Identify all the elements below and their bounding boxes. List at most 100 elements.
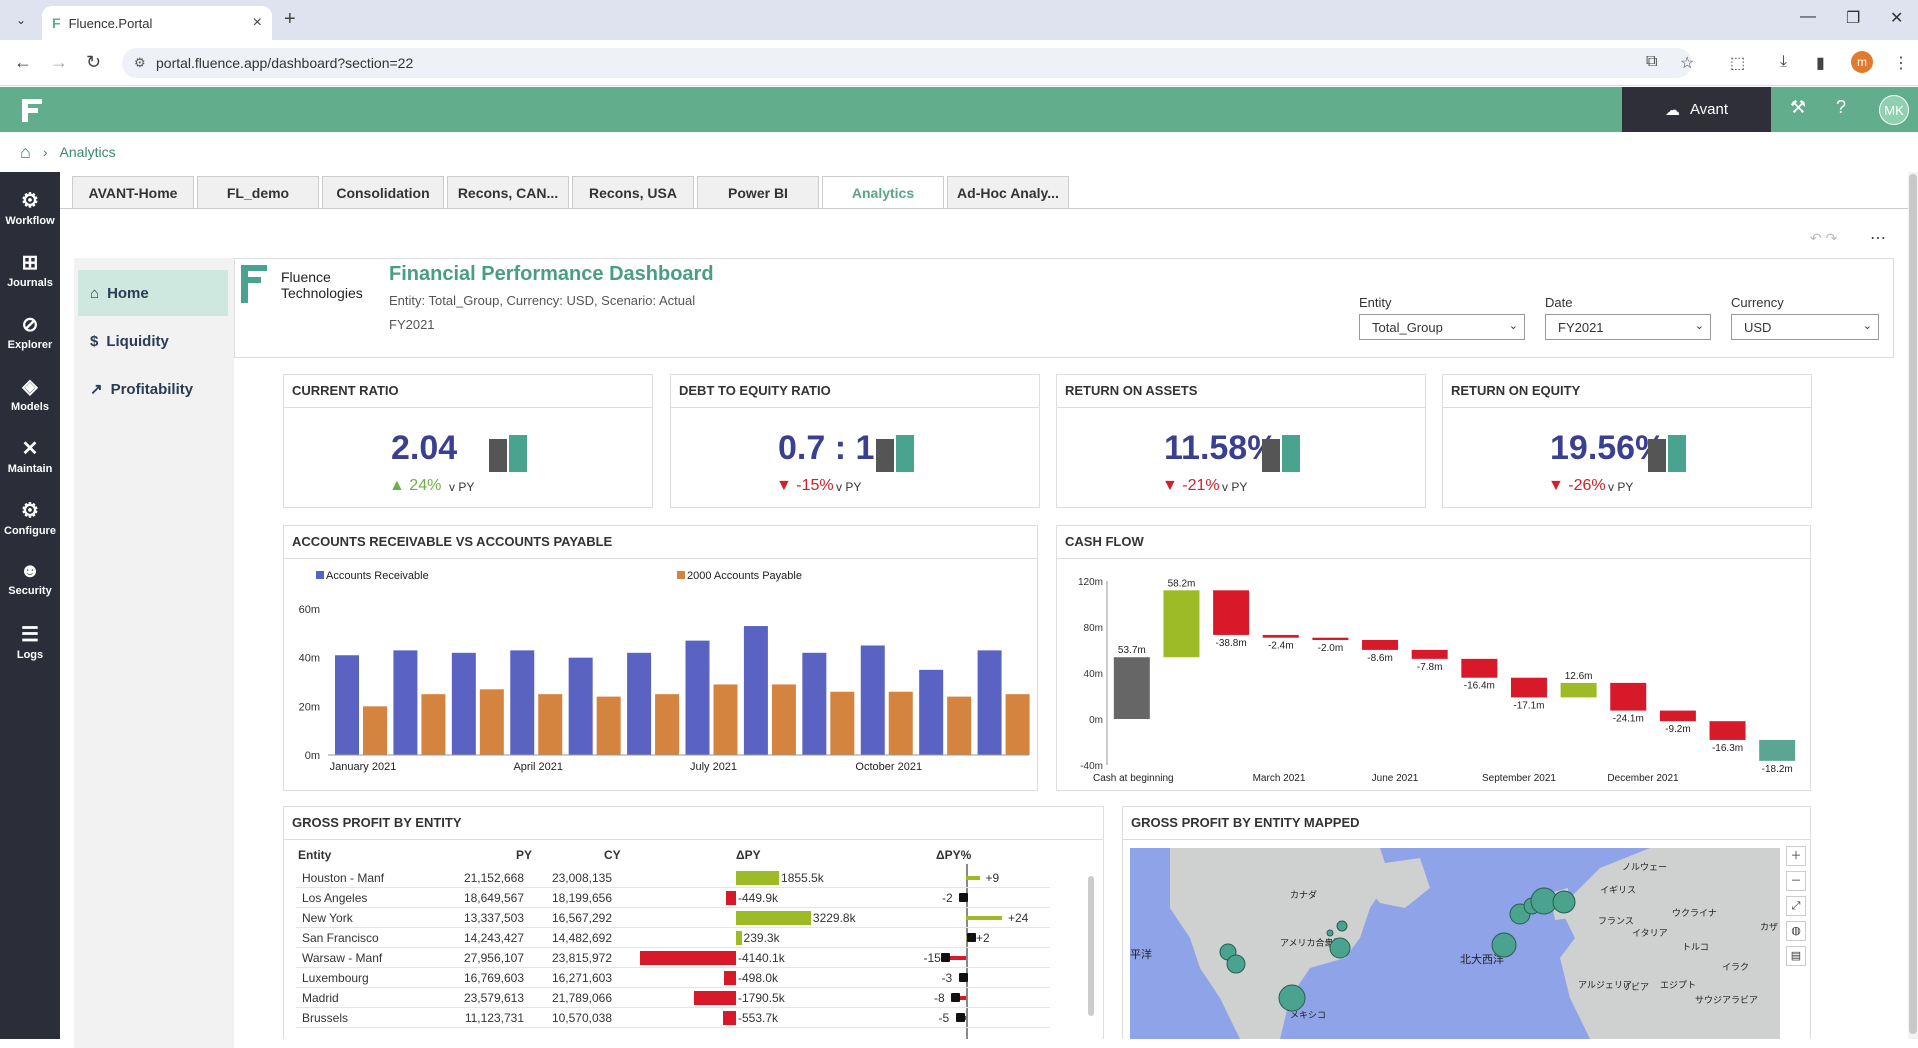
rail-item-workflow[interactable]: ⚙ Workflow (0, 188, 60, 227)
undo-redo-icon[interactable]: ↶ ↷ (1810, 230, 1838, 246)
page-tab[interactable]: Analytics (822, 176, 944, 208)
column-header[interactable]: PY (516, 848, 533, 862)
column-header[interactable]: ΔPY% (936, 848, 972, 862)
page-tab[interactable]: AVANT-Home (72, 176, 194, 208)
py-value: 18,649,567 (463, 891, 524, 905)
side-panel-icon[interactable]: ▮ (1816, 55, 1825, 72)
install-app-icon[interactable]: ⧉ (1646, 53, 1658, 70)
column-header[interactable]: Entity (298, 848, 332, 862)
rail-item-logs[interactable]: ☰ Logs (0, 622, 60, 661)
page-tab[interactable]: Recons, CAN... (447, 176, 569, 208)
address-bar[interactable]: ⚙ portal.fluence.app/dashboard?section=2… (122, 48, 1692, 78)
table-row[interactable]: Madrid 23,579,613 21,789,066 -1790.5k -8 (296, 988, 1050, 1008)
vertical-scrollbar[interactable] (1908, 172, 1918, 1039)
globe-icon[interactable]: ◍ (1786, 921, 1806, 941)
rail-item-maintain[interactable]: ✕ Maintain (0, 436, 60, 475)
waterfall-bar (1163, 590, 1200, 658)
dollar-icon: $ (90, 332, 99, 350)
delta-bar (640, 951, 736, 965)
data-label: -7.8m (1417, 662, 1443, 673)
back-icon[interactable]: ← (14, 52, 32, 72)
breadcrumb-current[interactable]: Analytics (59, 144, 116, 160)
ar-bar (860, 645, 885, 755)
help-icon[interactable]: ? (1836, 97, 1847, 117)
forward-icon[interactable]: → (50, 52, 68, 72)
home-icon[interactable]: ⌂ (20, 141, 31, 162)
close-tab-icon[interactable]: × (252, 14, 262, 31)
y-tick-label: 80m (1084, 623, 1103, 634)
profile-avatar[interactable]: m (1851, 51, 1873, 73)
tab-search-button[interactable]: ⌄ (15, 13, 27, 27)
table-row[interactable]: Luxembourg 16,769,603 16,271,603 -498.0k -3 (296, 968, 1050, 988)
entity-map[interactable]: カナダ アメリカ合衆国 メキシコ 北大西洋 平洋 ノルウェー イギリス ウクライ… (1130, 848, 1780, 1039)
site-info-icon[interactable]: ⚙ (134, 55, 146, 70)
page-tab[interactable]: Power BI (697, 176, 819, 208)
table-row[interactable]: Warsaw - Manf 27,956,107 23,815,972 -4140.1… (296, 948, 1050, 968)
page-tab[interactable]: Recons, USA (572, 176, 694, 208)
bookmark-star-icon[interactable]: ☆ (1680, 55, 1695, 72)
tenant-button[interactable]: ☁ Avant (1622, 87, 1771, 132)
dash-nav-liquidity[interactable]: $ Liquidity (78, 318, 228, 364)
kpi-vs-label: v PY (836, 480, 862, 494)
date-select[interactable]: FY2021 ⌄ (1545, 314, 1711, 340)
page-tab[interactable]: FL_demo (197, 176, 319, 208)
page-tab[interactable]: Ad-Hoc Analy... (947, 176, 1069, 208)
wrench-icon[interactable]: ⚒ (1790, 97, 1807, 117)
scrollbar-thumb[interactable] (1909, 174, 1917, 1034)
map-bubble[interactable] (1226, 954, 1246, 974)
page-tab[interactable]: Consolidation (322, 176, 444, 208)
rail-item-explorer[interactable]: ⊘ Explorer (0, 312, 60, 351)
kpi-title: RETURN ON ASSETS (1057, 375, 1425, 408)
column-header[interactable]: ΔPY (736, 848, 761, 862)
delta-pct-marker (977, 873, 986, 882)
dash-nav-profitability[interactable]: ↗ Profitability (78, 366, 228, 412)
more-options-icon[interactable]: ⋯ (1870, 230, 1886, 247)
waterfall-bar (1610, 682, 1647, 711)
dash-nav-home[interactable]: ⌂ Home (78, 270, 228, 316)
map-bubble[interactable] (1329, 937, 1351, 959)
rail-item-security[interactable]: ☻ Security (0, 560, 60, 597)
explorer-icon: ⊘ (21, 314, 39, 336)
user-avatar[interactable]: MK (1879, 95, 1909, 125)
delta-bar (723, 1011, 736, 1025)
kpi-title: CURRENT RATIO (284, 375, 652, 408)
table-scrollbar[interactable] (1088, 876, 1094, 1016)
table-row[interactable]: Houston - Manf 21,152,668 23,008,135 1855.5… (296, 868, 1050, 888)
zoom-extent-icon[interactable]: ⤢ (1786, 896, 1806, 916)
rail-item-models[interactable]: ◈ Models (0, 374, 60, 413)
py-bar (1262, 439, 1280, 472)
table-row[interactable]: Brussels 11,123,731 10,570,038 -553.7k -5 (296, 1008, 1050, 1028)
rail-item-configure[interactable]: ⚙ Configure (0, 498, 60, 537)
currency-select[interactable]: USD ⌄ (1731, 314, 1879, 340)
map-bubble[interactable] (1336, 920, 1348, 932)
close-window-icon[interactable]: ✕ (1890, 10, 1904, 27)
minimize-icon[interactable]: — (1800, 8, 1816, 25)
table-row[interactable]: New York 13,337,503 16,567,292 3229.8k +24 (296, 908, 1050, 928)
x-tick-label: July 2021 (690, 761, 737, 773)
map-bubble[interactable] (1278, 984, 1306, 1012)
table-row[interactable]: San Francisco 14,243,427 14,482,692 239.3k +… (296, 928, 1050, 948)
column-header[interactable]: CY (604, 848, 621, 862)
panel-title: GROSS PROFIT BY ENTITY (284, 807, 1103, 840)
cy-value: 23,008,135 (551, 871, 612, 885)
fluence-logo-icon[interactable] (18, 95, 46, 125)
legend-label: Accounts Receivable (326, 570, 429, 582)
browser-tab[interactable]: F Fluence.Portal × (42, 6, 272, 40)
reload-icon[interactable]: ↻ (86, 52, 102, 72)
restore-icon[interactable]: ❐ (1846, 10, 1861, 27)
map-bubble[interactable] (1326, 929, 1334, 937)
entity-select[interactable]: Total_Group ⌄ (1359, 314, 1525, 340)
zoom-in-icon[interactable]: ＋ (1786, 846, 1806, 866)
table-row[interactable]: Los Angeles 18,649,567 18,199,656 -449.9k -2 (296, 888, 1050, 908)
zoom-out-icon[interactable]: － (1786, 871, 1806, 891)
new-tab-button[interactable]: + (284, 8, 296, 30)
download-icon[interactable]: ⤓ (1780, 53, 1788, 70)
map-bubble[interactable] (1491, 932, 1517, 958)
rail-item-journals[interactable]: ⊞ Journals (0, 250, 60, 289)
cy-bar (896, 435, 914, 472)
extensions-icon[interactable]: ⬚ (1730, 55, 1746, 72)
layers-icon[interactable]: ▤ (1786, 946, 1806, 966)
browser-menu-icon[interactable]: ⋮ (1893, 55, 1909, 72)
map-bubble[interactable] (1552, 890, 1576, 914)
py-bar (1648, 439, 1666, 472)
